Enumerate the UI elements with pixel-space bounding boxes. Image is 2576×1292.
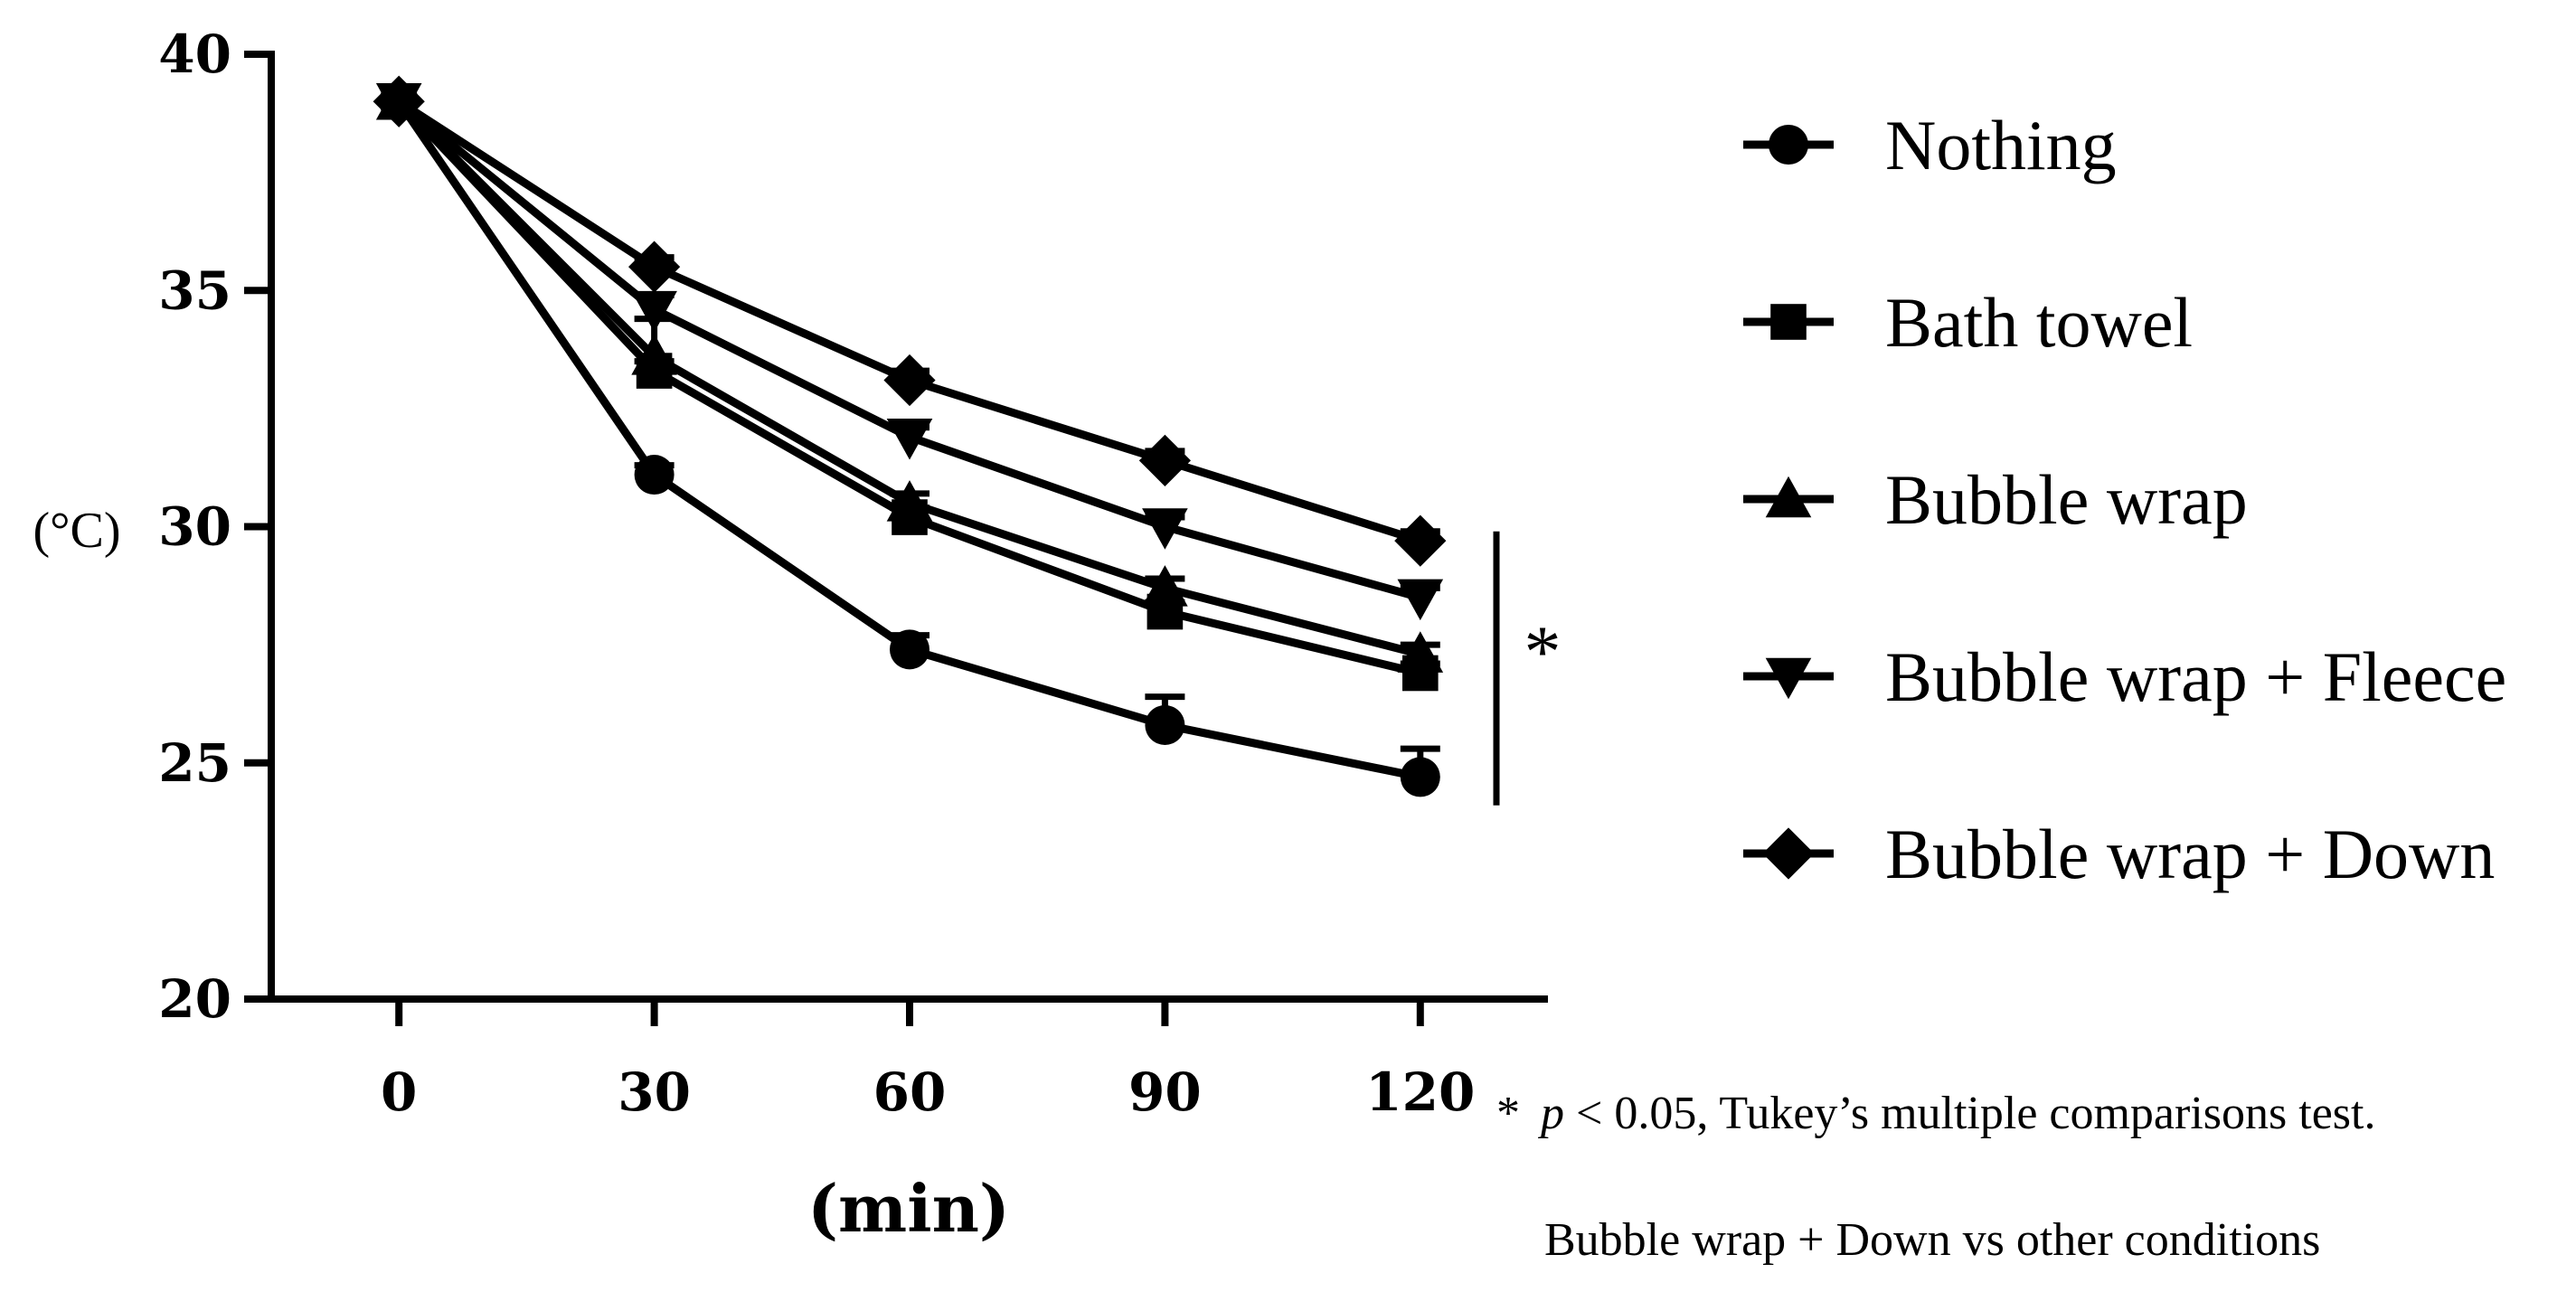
y-tick-label: 35 bbox=[158, 259, 231, 321]
data-point-bubble-wrap-fleece bbox=[1142, 508, 1188, 550]
data-point-bubble-wrap-fleece bbox=[1397, 579, 1444, 621]
x-tick-label: 30 bbox=[618, 1061, 691, 1123]
legend-label: Bubble wrap bbox=[1885, 460, 2248, 539]
x-tick-label: 0 bbox=[381, 1061, 417, 1123]
data-point-bubble-wrap-fleece bbox=[631, 290, 677, 333]
data-point-bubble-wrap-down bbox=[883, 354, 936, 407]
data-point-nothing bbox=[1400, 757, 1440, 797]
legend-marker-bubble-wrap-down bbox=[1762, 827, 1815, 880]
y-tick-label: 20 bbox=[158, 968, 231, 1030]
data-point-nothing bbox=[634, 455, 675, 495]
legend-label: Bubble wrap + Fleece bbox=[1885, 637, 2506, 716]
legend-label: Nothing bbox=[1885, 106, 2117, 184]
series-layer bbox=[373, 75, 1447, 797]
legend-item-bubble-wrap-down: Bubble wrap + Down bbox=[1743, 815, 2495, 893]
legend-marker-bubble-wrap bbox=[1765, 476, 1812, 518]
legend-marker-nothing bbox=[1769, 125, 1808, 165]
annotation-star: * bbox=[1496, 1088, 1520, 1139]
data-point-nothing bbox=[890, 629, 929, 670]
data-point-bubble-wrap bbox=[886, 480, 933, 522]
x-tick-label: 60 bbox=[873, 1061, 947, 1123]
series-bubble-wrap-fleece bbox=[375, 83, 1444, 621]
legend-item-bubble-wrap-fleece: Bubble wrap + Fleece bbox=[1743, 637, 2506, 716]
data-point-bubble-wrap-fleece bbox=[886, 418, 933, 460]
legend-marker-bubble-wrap-fleece bbox=[1765, 657, 1812, 700]
series-bubble-wrap bbox=[375, 78, 1444, 673]
chart-axes: 20 25 30 35 40 0 30 60 90 120 bbox=[158, 24, 1548, 1123]
y-tick-label: 25 bbox=[158, 732, 231, 794]
data-point-bubble-wrap-down bbox=[1394, 514, 1447, 567]
data-point-bubble-wrap-down bbox=[373, 75, 425, 127]
annotation-test: < 0.05, Tukey’s multiple comparisons tes… bbox=[1576, 1088, 2375, 1139]
annotation-line-1: * p < 0.05, Tukey’s multiple comparisons… bbox=[1496, 1088, 2375, 1139]
data-point-bubble-wrap bbox=[1142, 565, 1188, 607]
x-tick-label: 90 bbox=[1128, 1061, 1202, 1123]
annotation-notes: * p < 0.05, Tukey’s multiple comparisons… bbox=[1496, 1088, 2375, 1266]
legend-label: Bath towel bbox=[1885, 283, 2193, 362]
x-tick-label: 120 bbox=[1365, 1061, 1475, 1123]
x-axis-title: (min) bbox=[807, 1170, 1010, 1247]
y-tick-label: 40 bbox=[158, 24, 231, 85]
data-point-bubble-wrap-down bbox=[1138, 434, 1191, 486]
legend: Nothing Bath towel Bubble wrap Bubble wrap … bbox=[1743, 106, 2506, 893]
data-point-bubble-wrap bbox=[1397, 631, 1444, 673]
significance-star: * bbox=[1524, 610, 1562, 693]
annotation-line-2: Bubble wrap + Down vs other conditions bbox=[1544, 1214, 2320, 1266]
data-point-nothing bbox=[1145, 704, 1185, 745]
y-axis-title: (°C) bbox=[33, 503, 120, 559]
annotation-p: p bbox=[1537, 1088, 1564, 1139]
legend-item-bath-towel: Bath towel bbox=[1743, 283, 2193, 362]
data-point-bubble-wrap bbox=[631, 334, 677, 375]
legend-marker-bath-towel bbox=[1770, 304, 1807, 340]
data-point-bubble-wrap-down bbox=[628, 240, 681, 293]
legend-label: Bubble wrap + Down bbox=[1885, 815, 2495, 893]
y-tick-label: 30 bbox=[158, 496, 231, 558]
series-bubble-wrap-down bbox=[373, 75, 1447, 567]
significance-bracket: * bbox=[1493, 531, 1562, 806]
legend-item-nothing: Nothing bbox=[1743, 106, 2117, 184]
legend-item-bubble-wrap: Bubble wrap bbox=[1743, 460, 2248, 539]
